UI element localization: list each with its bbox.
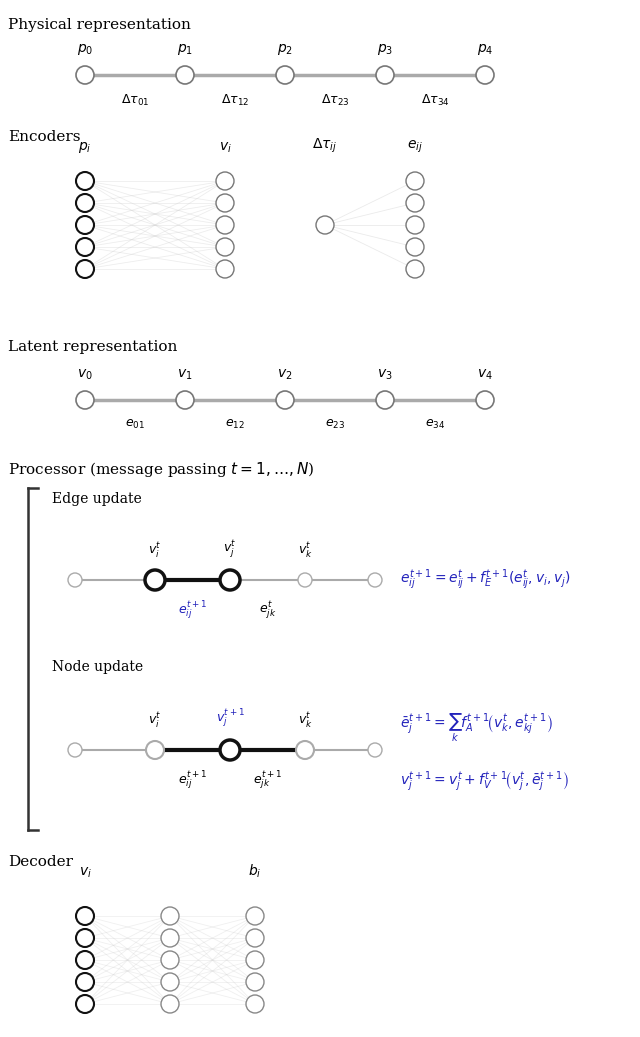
Text: $e_{23}$: $e_{23}$: [325, 418, 345, 431]
Circle shape: [68, 742, 82, 757]
Circle shape: [76, 216, 94, 234]
Circle shape: [368, 573, 382, 587]
Text: $\bar{e}_j^{t+1} = \sum_k f_A^{t+1}\!\left(v_k^t, e_{kj}^{t+1}\right)$: $\bar{e}_j^{t+1} = \sum_k f_A^{t+1}\!\le…: [400, 711, 553, 745]
Text: $p_i$: $p_i$: [78, 140, 92, 155]
Circle shape: [276, 391, 294, 409]
Text: $e_{ij}^{t+1}$: $e_{ij}^{t+1}$: [178, 770, 207, 792]
Circle shape: [68, 573, 82, 587]
Circle shape: [476, 391, 494, 409]
Text: $v_j^{t+1} = v_j^t + f_V^{t+1}\!\left(v_j^t, \bar{e}_j^{t+1}\right)$: $v_j^{t+1} = v_j^t + f_V^{t+1}\!\left(v_…: [400, 769, 569, 794]
Circle shape: [76, 391, 94, 409]
Circle shape: [76, 951, 94, 969]
Circle shape: [76, 907, 94, 925]
Circle shape: [406, 172, 424, 190]
Circle shape: [216, 216, 234, 234]
Text: $v_k^t$: $v_k^t$: [298, 540, 312, 560]
Text: $v_0$: $v_0$: [77, 367, 93, 382]
Text: $v_1$: $v_1$: [177, 367, 193, 382]
Circle shape: [316, 216, 334, 234]
Text: Latent representation: Latent representation: [8, 340, 177, 354]
Circle shape: [76, 973, 94, 991]
Text: $\Delta\tau_{ij}$: $\Delta\tau_{ij}$: [312, 137, 338, 155]
Circle shape: [246, 994, 264, 1013]
Text: $e_{34}$: $e_{34}$: [425, 418, 445, 431]
Circle shape: [220, 570, 240, 590]
Circle shape: [161, 951, 179, 969]
Text: $v_i^t$: $v_i^t$: [148, 710, 162, 730]
Text: $e_{jk}^{t+1}$: $e_{jk}^{t+1}$: [253, 770, 282, 792]
Circle shape: [406, 194, 424, 212]
Text: Physical representation: Physical representation: [8, 18, 191, 32]
Circle shape: [216, 172, 234, 190]
Circle shape: [145, 570, 165, 590]
Text: $e_{01}$: $e_{01}$: [125, 418, 145, 431]
Text: $v_i^t$: $v_i^t$: [148, 540, 162, 560]
Circle shape: [76, 260, 94, 278]
Text: $p_1$: $p_1$: [177, 43, 193, 57]
Text: Processor (message passing $t = 1, \ldots, N$): Processor (message passing $t = 1, \ldot…: [8, 460, 314, 479]
Text: $v_4$: $v_4$: [477, 367, 493, 382]
Circle shape: [161, 907, 179, 925]
Text: $v_j^{t+1}$: $v_j^{t+1}$: [216, 708, 244, 730]
Text: $p_0$: $p_0$: [77, 43, 93, 57]
Circle shape: [76, 994, 94, 1013]
Text: $v_k^t$: $v_k^t$: [298, 710, 312, 730]
Text: Decoder: Decoder: [8, 854, 73, 869]
Circle shape: [216, 239, 234, 256]
Circle shape: [298, 573, 312, 587]
Circle shape: [406, 216, 424, 234]
Text: $p_2$: $p_2$: [277, 43, 293, 57]
Text: $v_2$: $v_2$: [277, 367, 292, 382]
Text: $e_{ij}$: $e_{ij}$: [407, 139, 423, 155]
Text: $v_3$: $v_3$: [377, 367, 393, 382]
Circle shape: [476, 66, 494, 84]
Circle shape: [76, 66, 94, 84]
Circle shape: [220, 740, 240, 760]
Circle shape: [276, 66, 294, 84]
Circle shape: [376, 391, 394, 409]
Circle shape: [216, 194, 234, 212]
Text: $\Delta\tau_{01}$: $\Delta\tau_{01}$: [121, 93, 149, 108]
Circle shape: [76, 194, 94, 212]
Text: $v_i$: $v_i$: [219, 141, 232, 155]
Text: $e_{ij}^{t+1}$: $e_{ij}^{t+1}$: [178, 600, 207, 622]
Circle shape: [246, 907, 264, 925]
Circle shape: [246, 929, 264, 947]
Circle shape: [161, 973, 179, 991]
Circle shape: [76, 929, 94, 947]
Circle shape: [368, 742, 382, 757]
Circle shape: [216, 260, 234, 278]
Text: $p_3$: $p_3$: [377, 43, 393, 57]
Circle shape: [376, 66, 394, 84]
Circle shape: [176, 391, 194, 409]
Circle shape: [161, 929, 179, 947]
Text: $v_j^t$: $v_j^t$: [223, 539, 237, 560]
Circle shape: [176, 66, 194, 84]
Circle shape: [146, 741, 164, 759]
Circle shape: [76, 172, 94, 190]
Circle shape: [406, 239, 424, 256]
Text: $\Delta\tau_{34}$: $\Delta\tau_{34}$: [420, 93, 449, 108]
Text: $\Delta\tau_{23}$: $\Delta\tau_{23}$: [321, 93, 349, 108]
Text: $b_i$: $b_i$: [248, 863, 262, 880]
Circle shape: [246, 973, 264, 991]
Circle shape: [246, 951, 264, 969]
Text: $\Delta\tau_{12}$: $\Delta\tau_{12}$: [221, 93, 249, 108]
Circle shape: [296, 741, 314, 759]
Text: $e_{12}$: $e_{12}$: [225, 418, 245, 431]
Circle shape: [76, 239, 94, 256]
Text: $e_{jk}^t$: $e_{jk}^t$: [259, 600, 276, 621]
Text: $v_i$: $v_i$: [79, 866, 92, 880]
Text: Node update: Node update: [52, 660, 143, 674]
Circle shape: [406, 260, 424, 278]
Text: $p_4$: $p_4$: [477, 43, 493, 57]
Circle shape: [161, 994, 179, 1013]
Text: Encoders: Encoders: [8, 130, 81, 144]
Text: $e_{ij}^{t+1} = e_{ij}^t + f_E^{t+1}(e_{ij}^t, v_i, v_j)$: $e_{ij}^{t+1} = e_{ij}^t + f_E^{t+1}(e_{…: [400, 567, 571, 592]
Text: Edge update: Edge update: [52, 492, 141, 506]
